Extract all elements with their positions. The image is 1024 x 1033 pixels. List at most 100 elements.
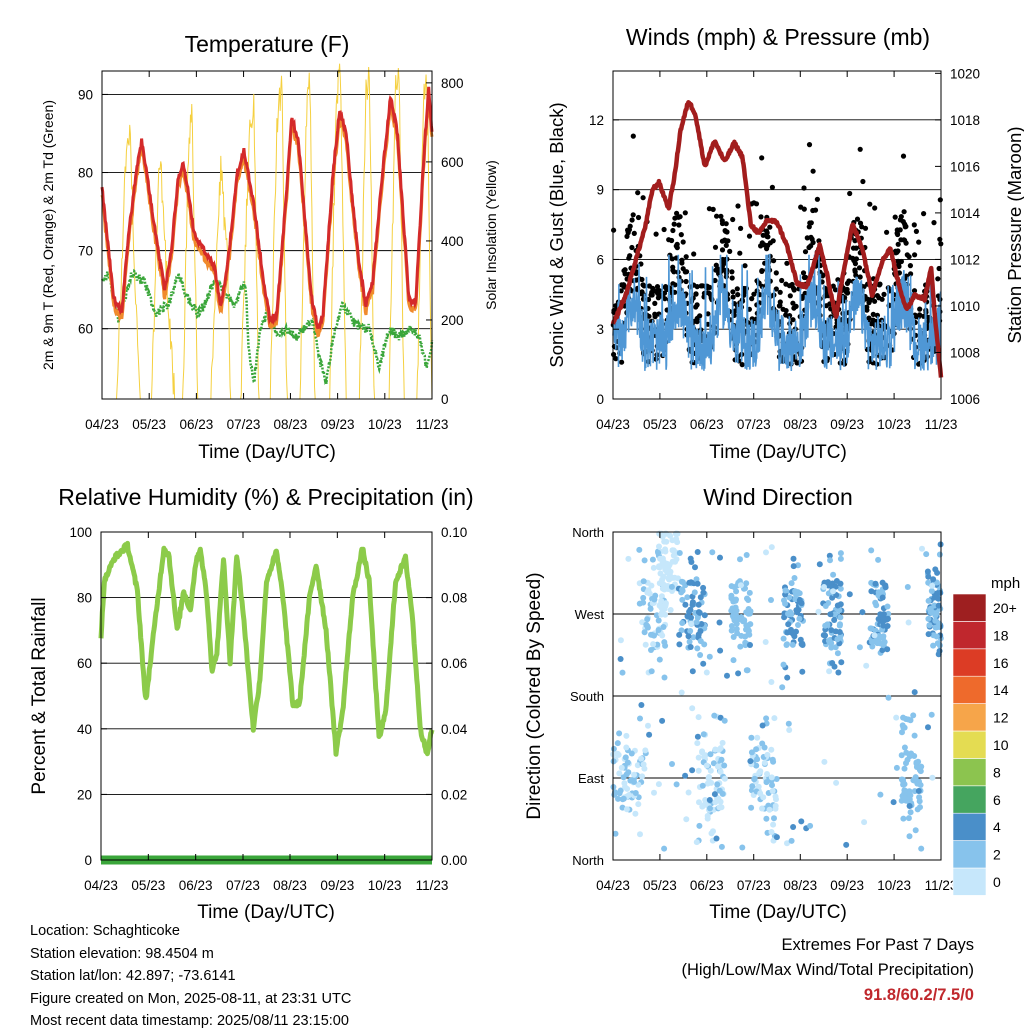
direction-point [711, 791, 718, 798]
direction-point [743, 667, 750, 674]
direction-point [885, 610, 892, 617]
direction-point [704, 815, 711, 822]
gust-point [662, 296, 668, 302]
direction-xtick-label: 06/23 [690, 878, 724, 893]
temperature-y2tick-label: 600 [441, 155, 464, 170]
winds-xtick-label: 10/23 [877, 417, 911, 432]
direction-point [707, 751, 714, 758]
direction-point [619, 669, 626, 676]
direction-point [929, 582, 936, 589]
gust-point [814, 196, 821, 202]
gust-point [691, 251, 697, 257]
humidity-xtick-label: 04/23 [84, 878, 118, 893]
gust-point [937, 197, 943, 203]
gust-point [671, 221, 677, 227]
direction-point [721, 762, 728, 769]
gust-point [904, 252, 910, 258]
direction-point [625, 769, 632, 776]
winds-ylabel-left: Sonic Wind & Gust (Blue, Black) [546, 102, 567, 367]
direction-point [930, 576, 937, 583]
gust-point [900, 153, 907, 159]
gust-point [808, 243, 814, 249]
direction-point [658, 611, 665, 618]
gust-point [776, 303, 783, 309]
direction-point [696, 799, 702, 806]
gust-point [727, 248, 733, 254]
temperature-ytick-label: 80 [78, 166, 93, 181]
temperature-ytick-label: 60 [78, 322, 93, 337]
direction-point [930, 632, 937, 639]
direction-point [634, 762, 641, 769]
direction-point [685, 633, 692, 640]
direction-point [676, 641, 683, 648]
direction-point [657, 570, 664, 577]
direction-point [913, 759, 920, 766]
direction-point [710, 760, 717, 767]
direction-point [785, 610, 791, 617]
direction-point [625, 555, 632, 562]
direction-point [623, 732, 630, 739]
direction-point [689, 668, 696, 675]
direction-point [712, 799, 719, 806]
direction-point [748, 734, 755, 741]
humidity-xtick-label: 11/23 [416, 878, 449, 893]
gust-point [897, 227, 903, 233]
gust-point [670, 227, 676, 234]
legend-label: 12 [993, 710, 1009, 726]
gust-point [630, 133, 636, 139]
direction-point [925, 597, 932, 604]
direction-point [771, 815, 777, 822]
legend-label: 4 [993, 819, 1001, 835]
direction-point [875, 556, 882, 563]
gust-point [693, 291, 699, 297]
gust-point [611, 351, 617, 358]
direction-point [697, 652, 704, 658]
gust-point [652, 300, 658, 306]
direction-point [692, 564, 698, 571]
direction-point [717, 768, 724, 775]
direction-point [846, 591, 853, 598]
direction-ylabel-left: Direction (Colored By Speed) [524, 572, 545, 819]
direction-point [708, 830, 715, 837]
gust-point [641, 292, 647, 298]
direction-point [784, 674, 791, 681]
winds-title: Winds (mph) & Pressure (mb) [626, 24, 930, 50]
gust-point [680, 266, 686, 272]
direction-point [662, 546, 669, 553]
direction-point [837, 585, 844, 592]
temperature-y2tick-label: 200 [441, 313, 464, 328]
gust-point [867, 201, 873, 207]
gust-point [759, 268, 765, 274]
direction-point [911, 689, 918, 696]
gust-point [853, 256, 860, 262]
direction-point [612, 830, 619, 837]
direction-point [901, 765, 908, 772]
gust-point [710, 206, 716, 212]
gust-point [621, 268, 627, 274]
direction-point [667, 532, 674, 539]
temperature-plot-frame [101, 70, 433, 400]
direction-point [856, 644, 863, 651]
direction-point [719, 790, 726, 797]
direction-point [694, 645, 701, 652]
direction-point [907, 717, 914, 724]
gust-point [734, 286, 740, 292]
gust-point [777, 289, 783, 295]
direction-point [656, 656, 663, 663]
direction-point [618, 764, 625, 771]
legend-label: 6 [993, 792, 1001, 808]
extremes-values: 91.8/60.2/7.5/0 [863, 986, 974, 1004]
direction-point [655, 781, 662, 788]
legend-swatch [952, 812, 987, 841]
direction-point [772, 793, 779, 800]
direction-point [879, 579, 886, 586]
direction-point [826, 552, 833, 559]
direction-point [632, 810, 639, 817]
direction-point [644, 589, 651, 596]
gust-point [771, 258, 777, 264]
direction-point [785, 621, 792, 628]
humidity-xtick-label: 06/23 [179, 878, 213, 893]
direction-point [611, 791, 618, 798]
direction-point [711, 712, 718, 719]
gust-point [870, 311, 876, 317]
